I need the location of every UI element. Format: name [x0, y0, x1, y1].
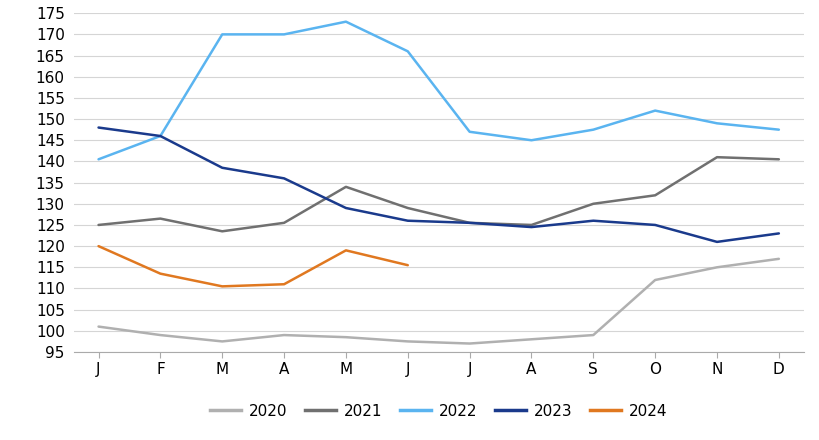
- 2022: [464, 129, 474, 134]
- 2023: [464, 220, 474, 225]
- 2022: [402, 49, 412, 54]
- 2023: [278, 176, 288, 181]
- 2023: [402, 218, 412, 224]
- 2024: [217, 284, 227, 289]
- 2023: [526, 224, 536, 230]
- 2021: [773, 157, 783, 162]
- 2020: [526, 337, 536, 342]
- 2021: [588, 201, 598, 206]
- 2023: [156, 133, 165, 139]
- 2024: [341, 248, 351, 253]
- 2020: [217, 339, 227, 344]
- 2024: [278, 282, 288, 287]
- 2020: [649, 277, 659, 282]
- 2021: [402, 205, 412, 211]
- 2023: [341, 205, 351, 211]
- 2020: [156, 333, 165, 338]
- Line: 2024: 2024: [98, 246, 407, 286]
- Line: 2020: 2020: [98, 259, 778, 344]
- 2022: [588, 127, 598, 132]
- 2022: [526, 138, 536, 143]
- Line: 2022: 2022: [98, 22, 778, 159]
- 2021: [711, 154, 721, 160]
- 2022: [341, 19, 351, 24]
- 2023: [93, 125, 103, 130]
- 2022: [278, 32, 288, 37]
- 2022: [773, 127, 783, 132]
- Line: 2021: 2021: [98, 157, 778, 231]
- 2024: [93, 243, 103, 249]
- 2021: [93, 222, 103, 227]
- 2023: [649, 222, 659, 227]
- 2022: [649, 108, 659, 113]
- 2022: [156, 133, 165, 139]
- 2020: [588, 333, 598, 338]
- 2020: [402, 339, 412, 344]
- 2021: [464, 220, 474, 225]
- 2020: [278, 333, 288, 338]
- 2021: [217, 229, 227, 234]
- 2020: [93, 324, 103, 329]
- 2021: [649, 193, 659, 198]
- 2023: [711, 239, 721, 245]
- Legend: 2020, 2021, 2022, 2023, 2024: 2020, 2021, 2022, 2023, 2024: [210, 403, 667, 419]
- 2020: [464, 341, 474, 346]
- 2023: [217, 165, 227, 170]
- 2024: [156, 271, 165, 276]
- 2020: [711, 264, 721, 270]
- 2023: [773, 231, 783, 236]
- 2024: [402, 263, 412, 268]
- 2021: [526, 222, 536, 227]
- 2020: [341, 334, 351, 340]
- 2023: [588, 218, 598, 224]
- 2021: [278, 220, 288, 225]
- 2021: [341, 184, 351, 190]
- 2022: [93, 157, 103, 162]
- 2020: [773, 256, 783, 261]
- 2022: [711, 121, 721, 126]
- Line: 2023: 2023: [98, 128, 778, 242]
- 2022: [217, 32, 227, 37]
- 2021: [156, 216, 165, 221]
